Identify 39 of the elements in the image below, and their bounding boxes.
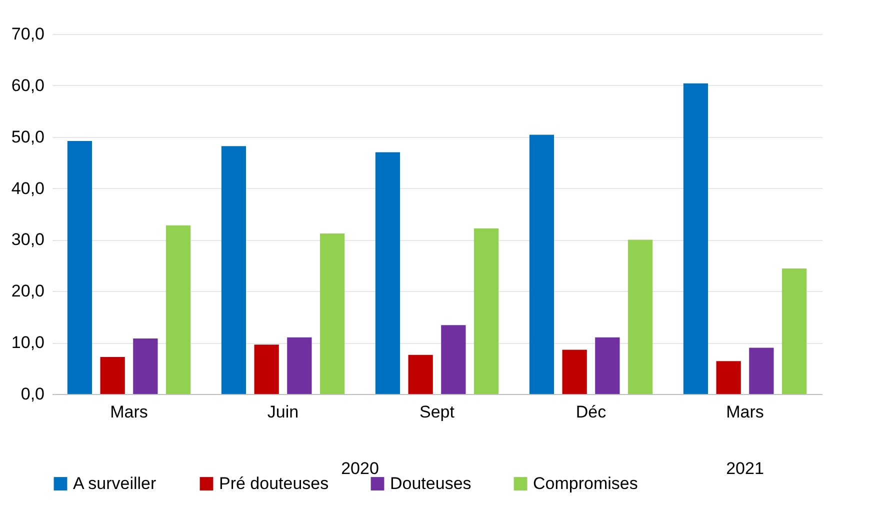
bar	[529, 134, 554, 394]
x-tick-label: Juin	[267, 402, 299, 422]
y-tick-label: 10,0	[11, 333, 44, 352]
x-tick-label: Sept	[420, 402, 455, 422]
y-tick-label: 70,0	[11, 24, 44, 44]
legend-label: Compromises	[533, 474, 638, 493]
bar	[254, 344, 279, 394]
bar	[221, 146, 246, 394]
y-tick-label: 40,0	[11, 178, 44, 198]
bar	[67, 140, 92, 394]
legend-label: Douteuses	[390, 474, 472, 493]
x-tick-label: Mars	[110, 402, 148, 422]
legend-label: A surveiller	[73, 474, 156, 493]
bar	[320, 234, 345, 394]
bar	[683, 83, 708, 394]
text: 2020	[341, 459, 379, 478]
bar	[782, 268, 807, 394]
bar	[595, 337, 620, 394]
bar	[562, 350, 587, 394]
bar	[474, 228, 499, 394]
bar	[375, 152, 400, 394]
y-tick-label: 0,0	[20, 384, 44, 404]
bar	[628, 240, 653, 394]
y-tick-label: 50,0	[11, 127, 44, 146]
bar	[716, 361, 741, 394]
bar	[441, 325, 466, 394]
bar	[408, 354, 433, 394]
bar	[133, 338, 158, 394]
bar	[287, 337, 312, 394]
text: 2021	[726, 459, 764, 478]
y-tick-label: 30,0	[11, 230, 44, 250]
y-tick-label: 60,0	[11, 76, 44, 95]
bar	[749, 348, 774, 394]
x-tick-label: Déc	[576, 402, 607, 422]
x-tick-label: Mars	[726, 402, 764, 422]
legend-label: Pré douteuses	[219, 474, 329, 493]
y-tick-label: 20,0	[11, 282, 44, 301]
bar	[100, 356, 125, 394]
bar	[166, 225, 191, 394]
